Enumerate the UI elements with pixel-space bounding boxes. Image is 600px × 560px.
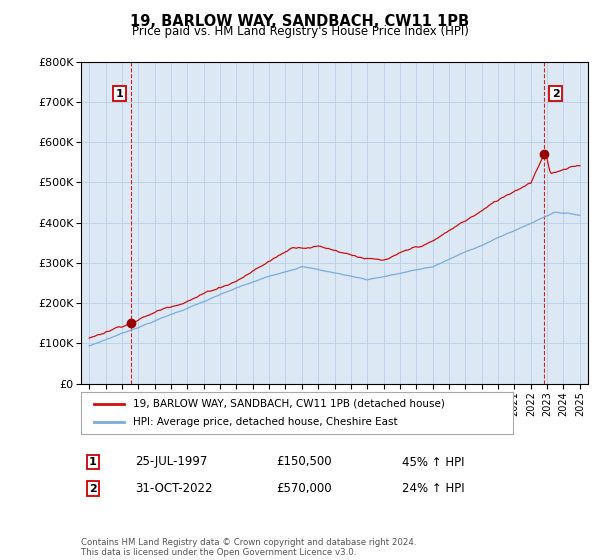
Text: HPI: Average price, detached house, Cheshire East: HPI: Average price, detached house, Ches…	[133, 417, 397, 427]
Text: 19, BARLOW WAY, SANDBACH, CW11 1PB (detached house): 19, BARLOW WAY, SANDBACH, CW11 1PB (deta…	[133, 399, 445, 409]
Text: 24% ↑ HPI: 24% ↑ HPI	[402, 482, 464, 496]
Text: Price paid vs. HM Land Registry's House Price Index (HPI): Price paid vs. HM Land Registry's House …	[131, 25, 469, 38]
Text: 2: 2	[552, 89, 560, 99]
Text: Contains HM Land Registry data © Crown copyright and database right 2024.
This d: Contains HM Land Registry data © Crown c…	[81, 538, 416, 557]
Text: 19, BARLOW WAY, SANDBACH, CW11 1PB: 19, BARLOW WAY, SANDBACH, CW11 1PB	[130, 14, 470, 29]
Text: £570,000: £570,000	[276, 482, 332, 496]
Text: £150,500: £150,500	[276, 455, 332, 469]
Text: 1: 1	[116, 89, 124, 99]
Text: 31-OCT-2022: 31-OCT-2022	[135, 482, 212, 496]
Text: 45% ↑ HPI: 45% ↑ HPI	[402, 455, 464, 469]
Text: 2: 2	[89, 484, 97, 494]
Text: 25-JUL-1997: 25-JUL-1997	[135, 455, 208, 469]
Text: 1: 1	[89, 457, 97, 467]
